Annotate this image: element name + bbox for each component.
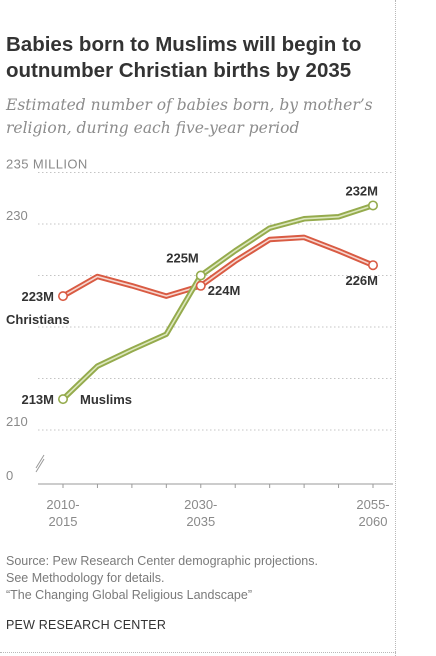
muslims-marker-0 xyxy=(57,394,68,405)
frame-border-bottom xyxy=(0,652,396,653)
chart-subtitle-line-1: Estimated number of babies born, by moth… xyxy=(6,96,373,114)
chart-title: Babies born to Muslims will begin to out… xyxy=(6,32,391,84)
chart-title-line-2: outnumber Christian births by 2035 xyxy=(6,59,352,82)
chart-subtitle-line-2: religion, during each five-year period xyxy=(6,119,300,137)
data-label-muslims-0: 213M xyxy=(21,392,54,407)
y-tick-label-230: 230 xyxy=(6,208,28,223)
christians-marker-9 xyxy=(367,260,378,271)
series-label-muslims: Muslims xyxy=(80,392,132,407)
christians-marker-4 xyxy=(195,280,206,291)
line-chart: 235 MILLION 230 210 0 2010- 2015 2030- 2035 2055… xyxy=(6,157,393,529)
x-tick-label-4-top: 2030- xyxy=(184,497,217,512)
y-tick-label-205: 0 xyxy=(6,468,13,483)
x-tick-label-9-bottom: 2060 xyxy=(359,514,388,529)
brand-name: PEW RESEARCH CENTER xyxy=(6,618,167,632)
source-line-1: Source: Pew Research Center demographic … xyxy=(6,554,318,568)
data-label-christians-4: 224M xyxy=(208,283,241,298)
muslims-marker-4 xyxy=(195,270,206,281)
frame-border-right xyxy=(395,0,396,656)
data-label-muslims-9: 232M xyxy=(345,183,378,198)
chart-title-line-1: Babies born to Muslims will begin to xyxy=(6,33,362,56)
data-label-muslims-4: 225M xyxy=(166,251,199,266)
axis-break-mark-1 xyxy=(35,454,45,469)
muslims-line xyxy=(60,202,376,402)
muslims-line-highlight xyxy=(62,204,374,400)
data-label-christians-0: 223M xyxy=(21,289,54,304)
x-tick-label-4-bottom: 2035 xyxy=(186,514,215,529)
x-tick-label-0-top: 2010- xyxy=(46,497,79,512)
y-tick-label-210: 210 xyxy=(6,414,28,429)
source-note: Source: Pew Research Center demographic … xyxy=(6,553,394,604)
x-tick-label-0-bottom: 2015 xyxy=(49,514,78,529)
christians-line-highlight xyxy=(62,236,374,297)
source-line-2: See Methodology for details. xyxy=(6,571,165,585)
muslims-marker-9 xyxy=(367,200,378,211)
axis-break-mark-2 xyxy=(35,458,45,473)
y-tick-label-235: 235 MILLION xyxy=(6,157,88,172)
x-tick-label-9-top: 2055- xyxy=(356,497,389,512)
series-label-christians: Christians xyxy=(6,312,70,327)
data-label-christians-9: 226M xyxy=(345,273,378,288)
chart-subtitle: Estimated number of babies born, by moth… xyxy=(6,94,391,140)
source-line-3: “The Changing Global Religious Landscape… xyxy=(6,588,252,602)
christians-marker-0 xyxy=(57,291,68,302)
